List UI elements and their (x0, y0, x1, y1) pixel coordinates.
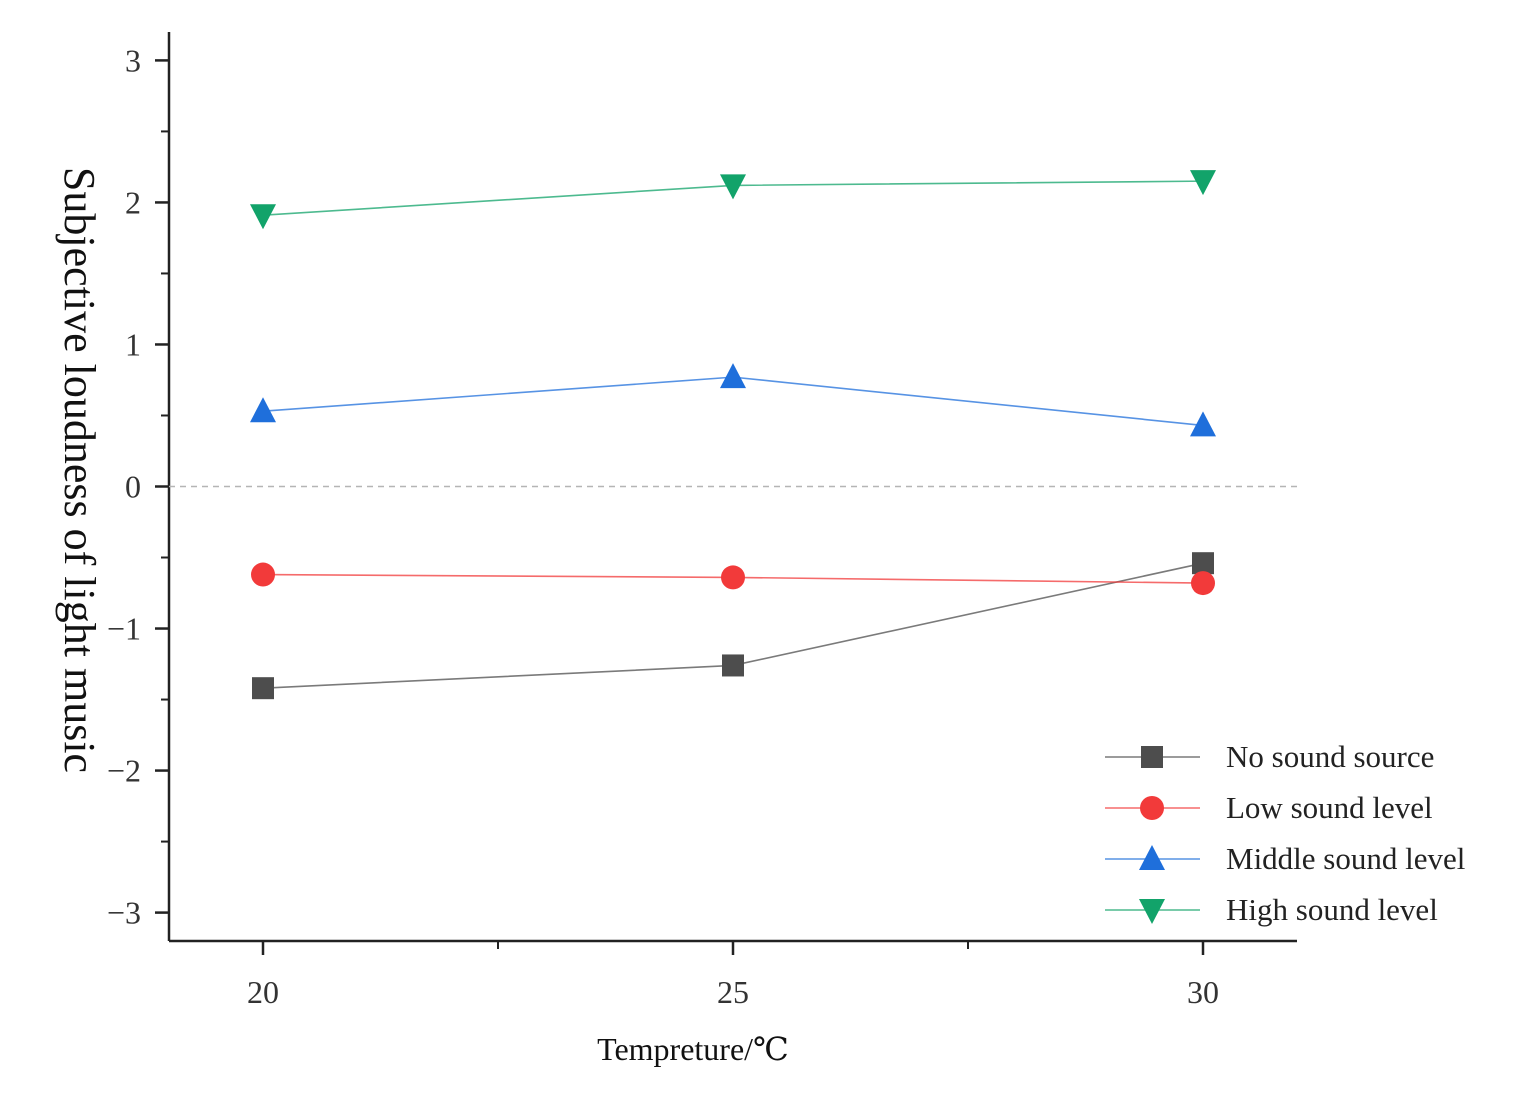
y-tick-label: −3 (107, 895, 141, 931)
data-point (1190, 411, 1216, 437)
x-axis-title: Tempreture/℃ (597, 1031, 789, 1067)
y-tick-label: 3 (125, 42, 141, 78)
y-tick-label: 1 (125, 326, 141, 362)
y-tick-label: −2 (107, 753, 141, 789)
series-no-sound-source (252, 552, 1214, 700)
y-tick-label: 2 (125, 184, 141, 220)
series-high-sound-level (250, 170, 1216, 230)
plot-area (250, 170, 1216, 700)
data-point (1192, 552, 1214, 575)
x-tick-label: 20 (247, 974, 279, 1010)
series-middle-sound-level (250, 363, 1216, 437)
legend: No sound source Low sound level Middle sou… (1105, 739, 1465, 927)
legend-marker (1139, 899, 1165, 924)
data-point (720, 174, 746, 200)
y-tick-label: −1 (107, 611, 141, 647)
y-tick-label: 0 (125, 469, 141, 505)
axes: −3 −2 −1 0 1 2 3 20 25 30 (107, 32, 1297, 1010)
data-point (722, 654, 744, 677)
legend-marker (1141, 746, 1163, 768)
legend-entry: High sound level (1105, 892, 1438, 927)
y-axis-title: Subjective loudness of light music (55, 167, 104, 773)
data-point (1191, 571, 1215, 596)
legend-entry: Low sound level (1105, 790, 1433, 825)
data-point (251, 562, 275, 587)
data-point (720, 363, 746, 389)
data-point (1190, 170, 1216, 196)
legend-label: Low sound level (1226, 790, 1433, 825)
legend-entry: Middle sound level (1105, 841, 1465, 876)
x-tick-label: 30 (1187, 974, 1219, 1010)
x-tick-label: 25 (717, 974, 749, 1010)
data-point (252, 677, 274, 700)
data-point (721, 565, 745, 590)
legend-marker (1139, 845, 1165, 870)
legend-label: Middle sound level (1226, 841, 1465, 876)
data-point (250, 397, 276, 423)
legend-label: High sound level (1226, 892, 1438, 927)
legend-entry: No sound source (1105, 739, 1434, 774)
legend-label: No sound source (1226, 739, 1434, 774)
legend-marker (1140, 796, 1164, 820)
series-low-sound-level (251, 562, 1215, 596)
data-point (250, 204, 276, 230)
